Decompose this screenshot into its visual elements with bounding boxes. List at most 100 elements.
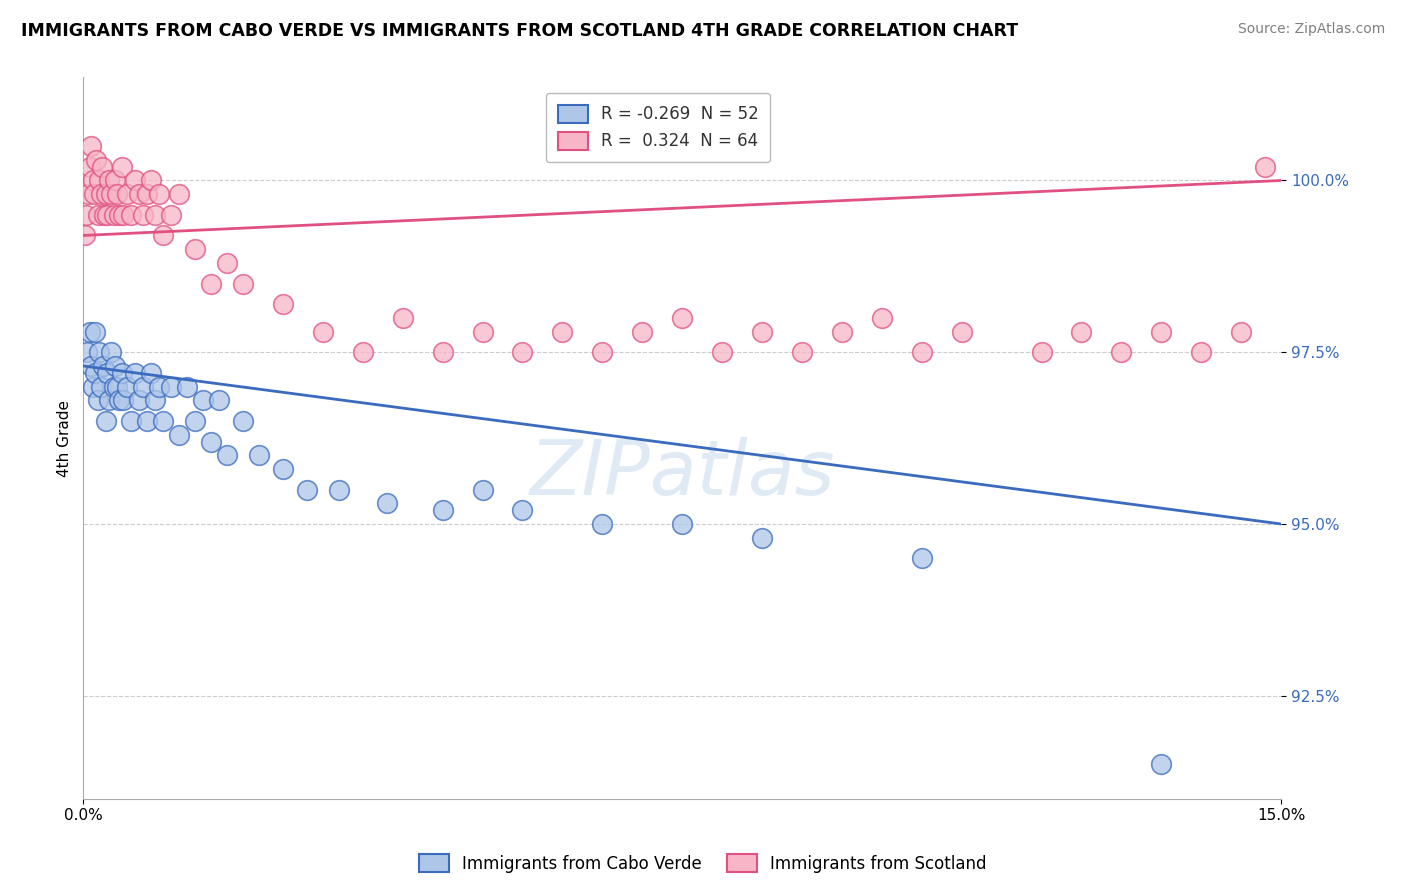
Point	[1111, 345, 1133, 359]
Point	[148, 379, 170, 393]
Point	[551, 325, 574, 339]
Point	[352, 345, 374, 359]
Point	[167, 187, 190, 202]
Text: Source: ZipAtlas.com: Source: ZipAtlas.com	[1237, 22, 1385, 37]
Point	[1189, 345, 1212, 359]
Point	[89, 173, 111, 187]
Point	[103, 379, 125, 393]
Point	[591, 345, 613, 359]
Legend: Immigrants from Cabo Verde, Immigrants from Scotland: Immigrants from Cabo Verde, Immigrants f…	[412, 847, 994, 880]
Point	[328, 483, 350, 497]
Point	[94, 187, 117, 202]
Point	[94, 414, 117, 428]
Text: IMMIGRANTS FROM CABO VERDE VS IMMIGRANTS FROM SCOTLAND 4TH GRADE CORRELATION CHA: IMMIGRANTS FROM CABO VERDE VS IMMIGRANTS…	[21, 22, 1018, 40]
Point	[1070, 325, 1092, 339]
Point	[208, 393, 231, 408]
Point	[143, 208, 166, 222]
Point	[671, 310, 693, 325]
Point	[76, 208, 98, 222]
Point	[112, 393, 135, 408]
Point	[1254, 160, 1277, 174]
Point	[108, 208, 131, 222]
Point	[112, 208, 135, 222]
Point	[115, 379, 138, 393]
Point	[870, 310, 893, 325]
Point	[82, 173, 104, 187]
Point	[432, 503, 454, 517]
Point	[831, 325, 853, 339]
Point	[104, 359, 127, 373]
Point	[128, 187, 150, 202]
Point	[79, 325, 101, 339]
Point	[711, 345, 734, 359]
Point	[77, 187, 100, 202]
Point	[128, 393, 150, 408]
Point	[90, 379, 112, 393]
Point	[100, 187, 122, 202]
Point	[79, 160, 101, 174]
Point	[141, 173, 163, 187]
Point	[97, 173, 120, 187]
Point	[91, 160, 114, 174]
Point	[950, 325, 973, 339]
Point	[136, 414, 159, 428]
Point	[111, 160, 134, 174]
Text: ZIPatlas: ZIPatlas	[530, 437, 835, 511]
Point	[1031, 345, 1053, 359]
Point	[124, 173, 146, 187]
Point	[215, 448, 238, 462]
Point	[215, 256, 238, 270]
Point	[1150, 757, 1173, 772]
Point	[108, 393, 131, 408]
Point	[86, 393, 108, 408]
Point	[184, 414, 207, 428]
Point	[152, 414, 174, 428]
Point	[790, 345, 813, 359]
Point	[512, 503, 534, 517]
Point	[143, 393, 166, 408]
Point	[80, 139, 103, 153]
Point	[120, 414, 142, 428]
Point	[232, 277, 254, 291]
Point	[160, 379, 183, 393]
Point	[167, 427, 190, 442]
Point	[271, 462, 294, 476]
Point	[160, 208, 183, 222]
Point	[232, 414, 254, 428]
Point	[184, 242, 207, 256]
Point	[132, 379, 155, 393]
Point	[911, 345, 934, 359]
Point	[375, 496, 398, 510]
Point	[84, 366, 107, 380]
Point	[97, 393, 120, 408]
Point	[200, 277, 222, 291]
Point	[105, 379, 128, 393]
Y-axis label: 4th Grade: 4th Grade	[58, 400, 72, 476]
Point	[631, 325, 654, 339]
Point	[247, 448, 270, 462]
Point	[591, 516, 613, 531]
Point	[124, 366, 146, 380]
Point	[115, 187, 138, 202]
Point	[90, 187, 112, 202]
Point	[471, 325, 494, 339]
Point	[391, 310, 413, 325]
Point	[105, 187, 128, 202]
Point	[73, 228, 96, 243]
Point	[84, 325, 107, 339]
Point	[80, 359, 103, 373]
Point	[82, 379, 104, 393]
Point	[191, 393, 214, 408]
Point	[295, 483, 318, 497]
Point	[84, 153, 107, 167]
Point	[136, 187, 159, 202]
Point	[312, 325, 335, 339]
Point	[911, 551, 934, 566]
Point	[91, 359, 114, 373]
Point	[751, 531, 773, 545]
Point	[89, 345, 111, 359]
Point	[76, 345, 98, 359]
Point	[132, 208, 155, 222]
Point	[104, 173, 127, 187]
Point	[96, 366, 118, 380]
